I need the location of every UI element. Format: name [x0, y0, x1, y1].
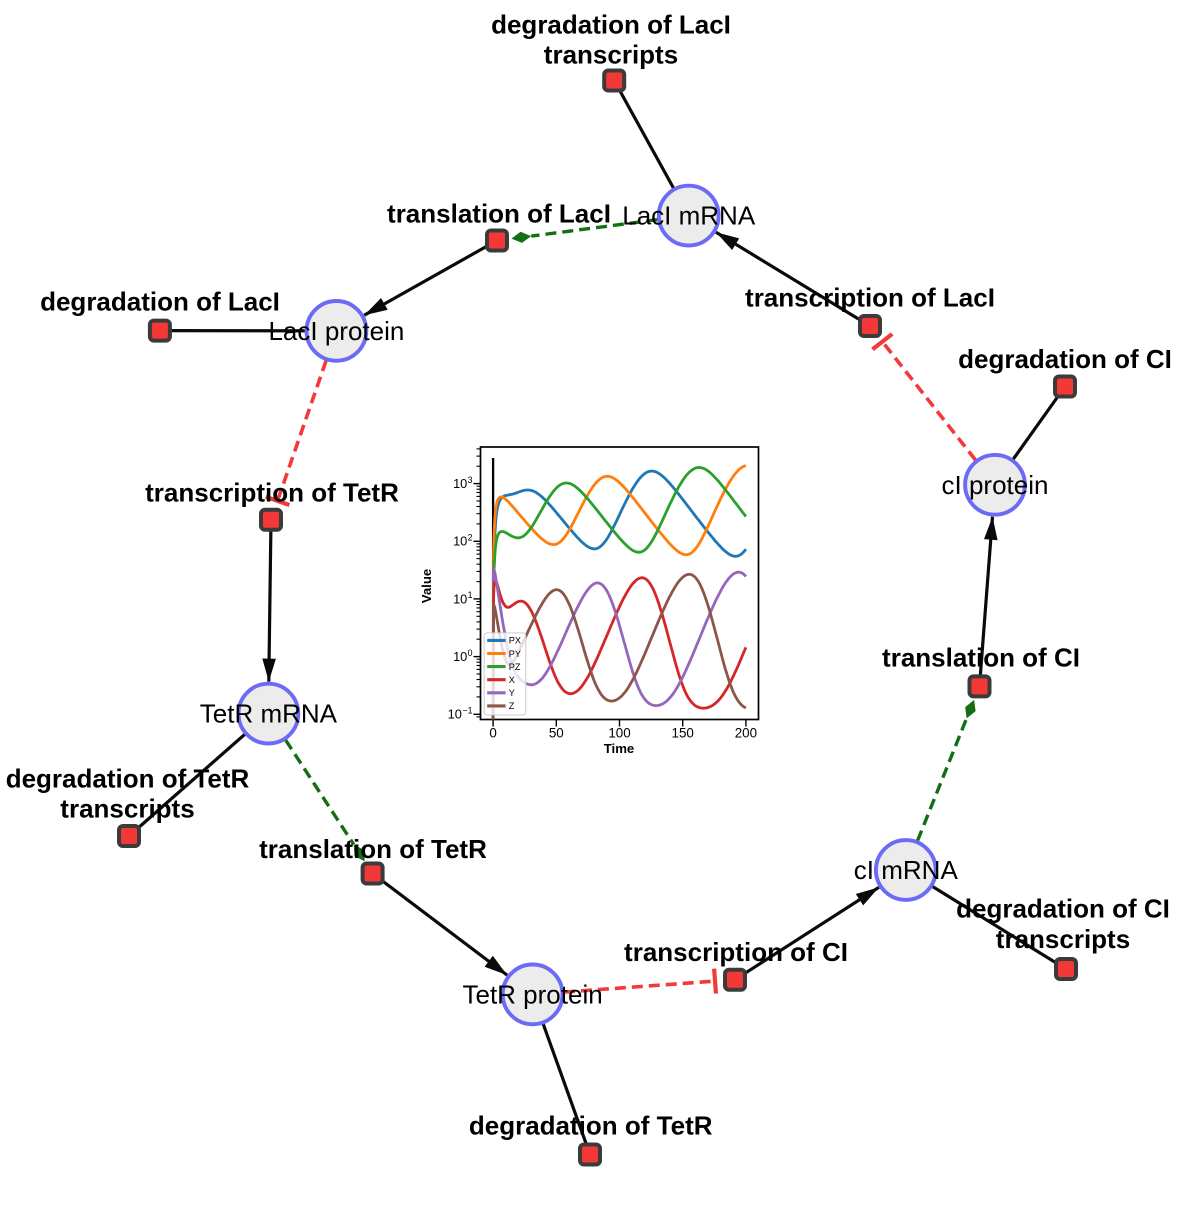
svg-text:TetR mRNA: TetR mRNA: [200, 699, 338, 729]
svg-text:degradation of TetR: degradation of TetR: [6, 764, 250, 794]
svg-text:degradation of LacI: degradation of LacI: [491, 9, 731, 39]
svg-text:PX: PX: [509, 636, 521, 646]
svg-text:2: 2: [468, 533, 473, 543]
svg-text:10: 10: [453, 476, 467, 491]
svg-text:transcription of TetR: transcription of TetR: [145, 478, 399, 508]
svg-text:200: 200: [735, 725, 757, 740]
svg-text:cI mRNA: cI mRNA: [854, 855, 959, 885]
svg-text:TetR protein: TetR protein: [463, 979, 603, 1009]
svg-text:degradation of CI: degradation of CI: [956, 894, 1170, 924]
svg-text:10: 10: [453, 591, 467, 606]
svg-text:150: 150: [672, 725, 694, 740]
svg-text:transcription of LacI: transcription of LacI: [745, 283, 995, 313]
svg-text:translation of TetR: translation of TetR: [259, 834, 487, 864]
svg-text:3: 3: [468, 475, 473, 485]
svg-text:10: 10: [453, 649, 467, 664]
svg-text:10: 10: [448, 707, 462, 722]
svg-text:Y: Y: [509, 688, 515, 698]
svg-text:PZ: PZ: [509, 662, 521, 672]
svg-text:cI protein: cI protein: [942, 470, 1049, 500]
svg-text:0: 0: [468, 648, 473, 658]
svg-text:transcripts: transcripts: [60, 794, 194, 824]
svg-text:degradation of LacI: degradation of LacI: [40, 286, 280, 316]
svg-text:0: 0: [489, 725, 496, 740]
svg-text:transcription of CI: transcription of CI: [624, 937, 848, 967]
svg-text:degradation of CI: degradation of CI: [958, 344, 1172, 374]
svg-text:100: 100: [608, 725, 630, 740]
svg-text:transcripts: transcripts: [996, 924, 1130, 954]
svg-text:degradation of TetR: degradation of TetR: [469, 1111, 713, 1141]
svg-text:translation of CI: translation of CI: [882, 642, 1080, 672]
svg-text:translation of LacI: translation of LacI: [387, 198, 611, 228]
svg-text:1: 1: [468, 590, 473, 600]
svg-text:Time: Time: [604, 741, 635, 756]
svg-text:transcripts: transcripts: [544, 39, 678, 69]
svg-text:LacI mRNA: LacI mRNA: [622, 201, 756, 231]
svg-text:Z: Z: [509, 701, 515, 711]
svg-text:−1: −1: [462, 706, 472, 716]
svg-text:50: 50: [549, 725, 564, 740]
svg-text:10: 10: [453, 534, 467, 549]
svg-text:PY: PY: [509, 649, 521, 659]
svg-text:Value: Value: [419, 569, 434, 603]
svg-text:LacI protein: LacI protein: [268, 316, 404, 346]
svg-text:X: X: [509, 675, 515, 685]
